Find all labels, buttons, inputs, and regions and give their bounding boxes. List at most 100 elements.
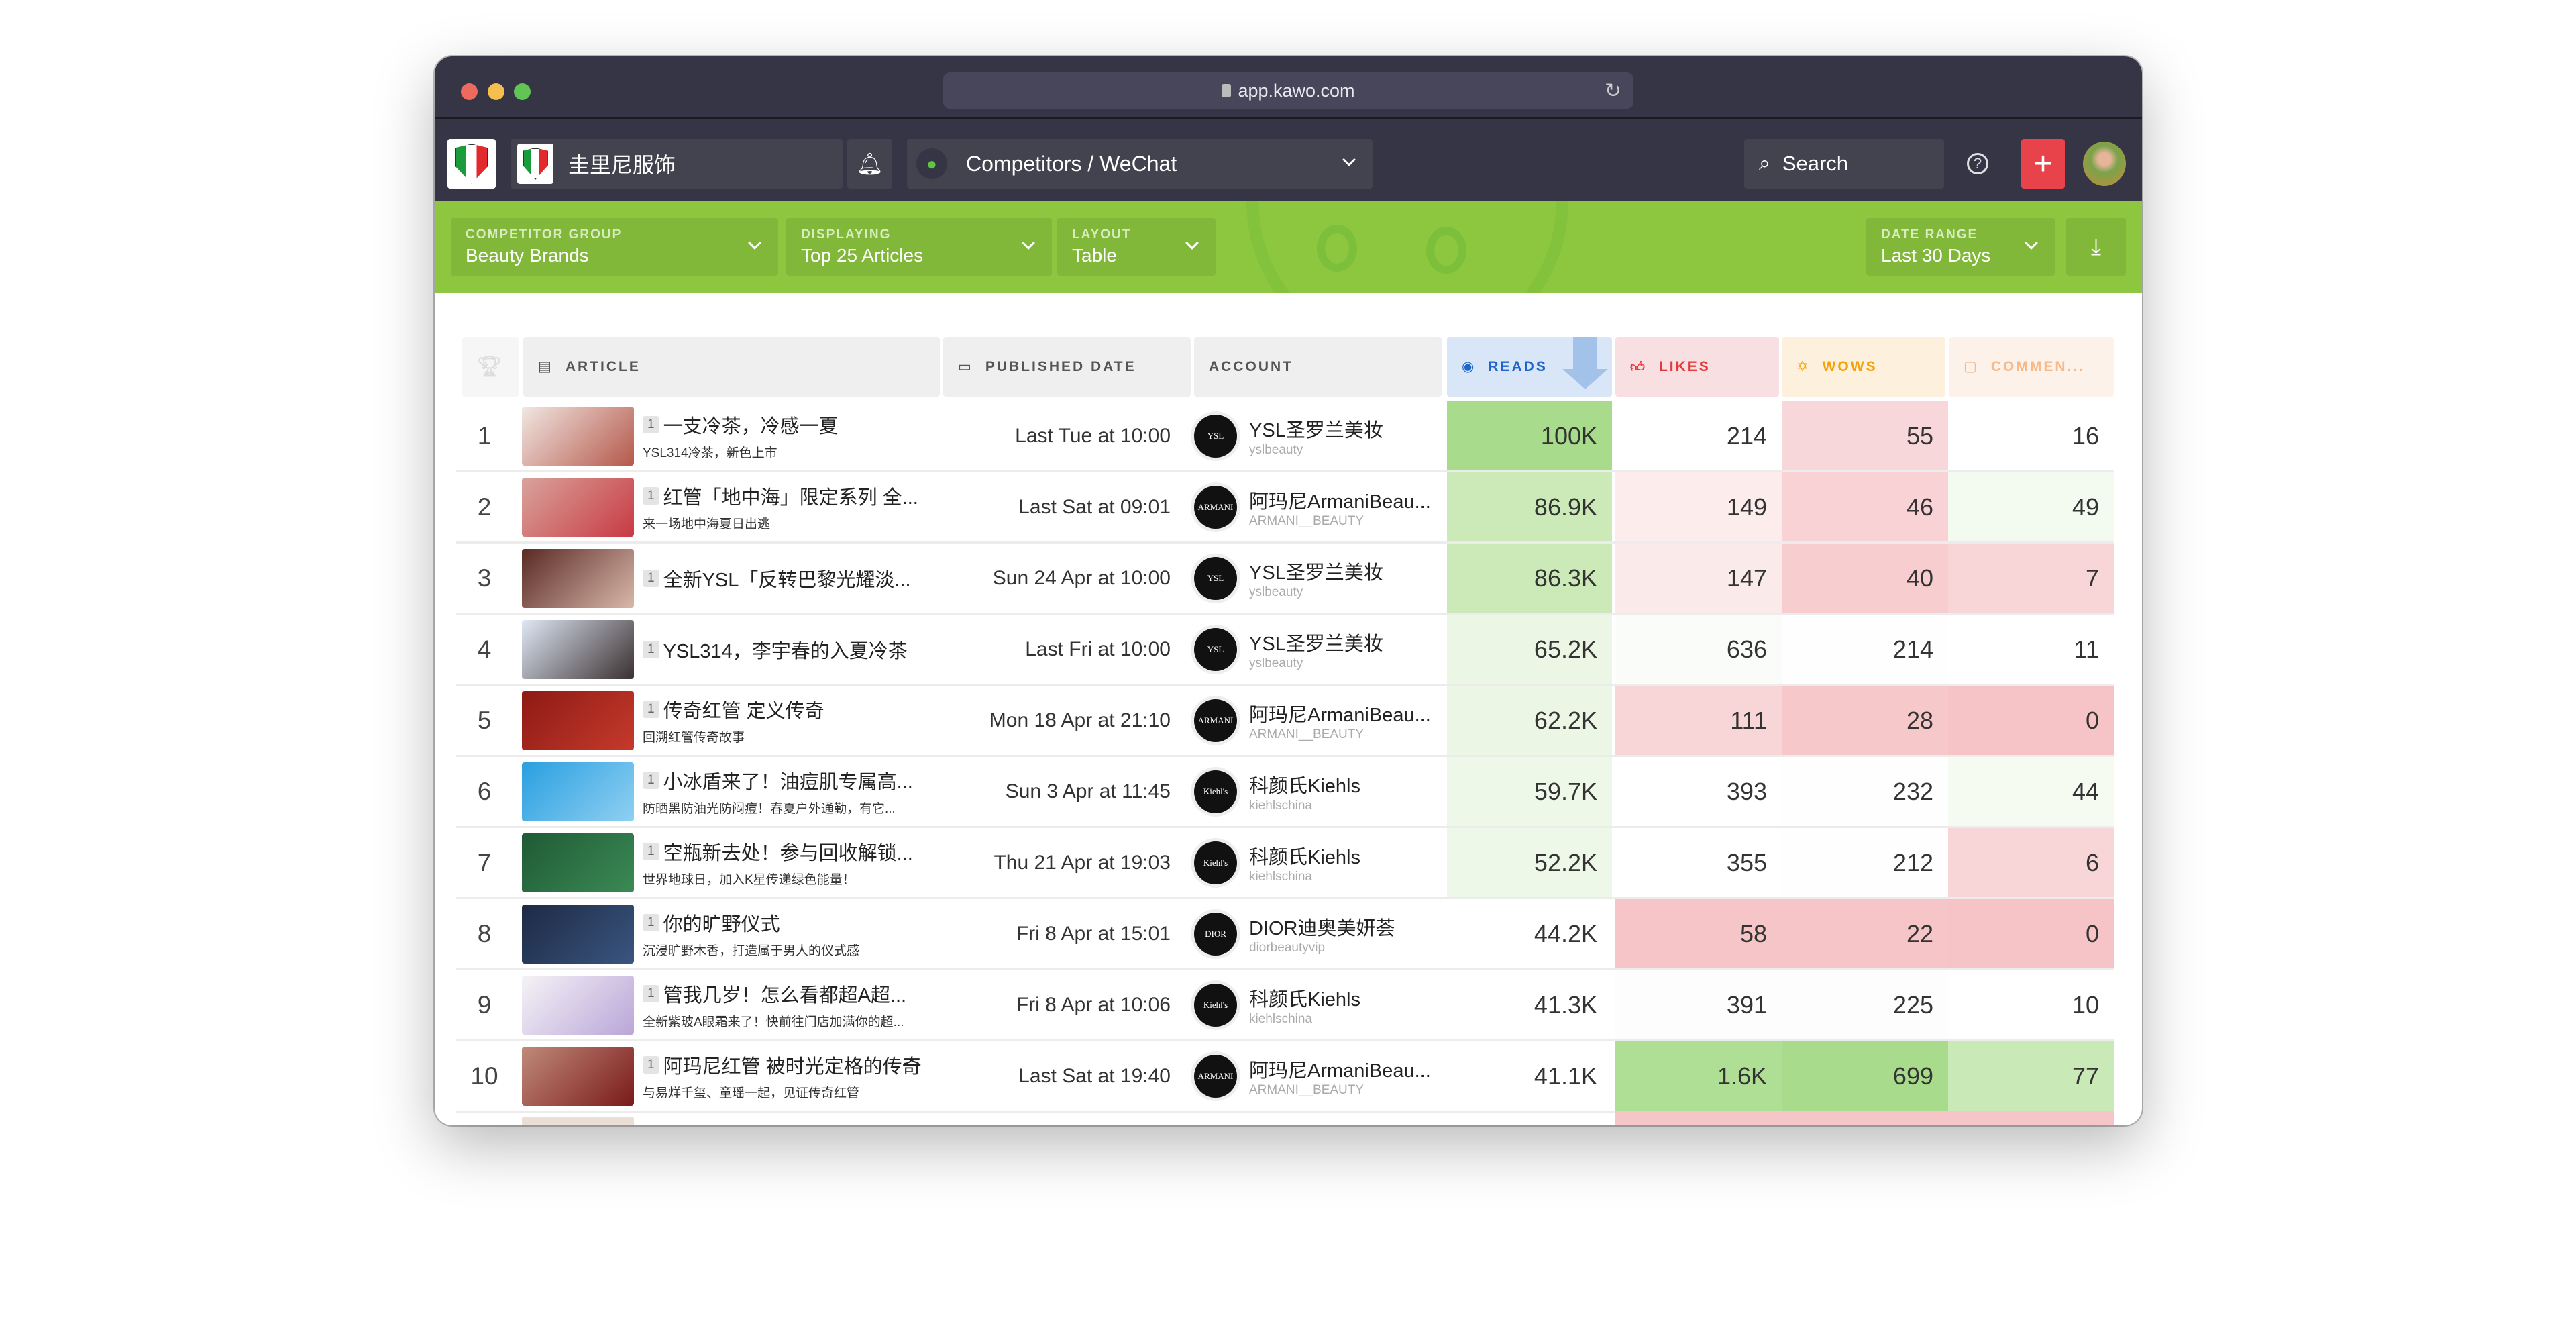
article-cell[interactable]: 1 红管「地中海」限定系列 全... 来一场地中海夏日出逃 [643,472,924,541]
table-row[interactable]: 1 1 一支冷茶，冷感一夏 YSL314冷茶，新色上市 Last Tue at 10:0… [456,401,2114,472]
table-row[interactable]: 7 1 空瓶新去处！参与回收解锁... 世界地球日，加入K星传递绿色能量！ Thu 21… [456,828,2114,899]
column-header-published-date[interactable]: ▭ PUBLISHED DATE [943,337,1191,397]
comments-value: 77 [1948,1041,2114,1111]
table-row[interactable]: 6 1 小冰盾来了！油痘肌专属高... 防晒黑防油光防闷痘！春夏户外通勤，有它... S… [456,757,2114,828]
article-thumbnail[interactable] [522,976,634,1035]
column-header-account[interactable]: ACCOUNT [1194,337,1442,397]
table-row[interactable]: 8 1 你的旷野仪式 沉浸旷野木香，打造属于男人的仪式感 Fri 8 Apr at 15… [456,899,2114,970]
column-header-article[interactable]: ▤ ARTICLE [523,337,940,397]
table-row[interactable]: 5 1 传奇红管 定义传奇 回溯红管传奇故事 Mon 18 Apr at 21:10 AR… [456,686,2114,757]
rank: 1 [477,421,492,450]
article-thumbnail[interactable] [522,762,634,821]
reload-icon[interactable]: ↻ [1604,80,1621,102]
competitor-group-dropdown[interactable]: COMPETITOR GROUP Beauty Brands [451,218,778,276]
column-label: PUBLISHED DATE [985,358,1136,374]
displaying-dropdown[interactable]: DISPLAYING Top 25 Articles [786,218,1052,276]
table-row[interactable]: 10 1 阿玛尼红管 被时光定格的传奇 与易烊千玺、童瑶一起，见证传奇红管 Last S… [456,1041,2114,1113]
article-cell[interactable]: 1 空瓶新去处！参与回收解锁... 世界地球日，加入K星传递绿色能量！ [643,828,924,897]
article-thumbnail[interactable] [522,833,634,892]
article-thumbnail [522,1117,634,1125]
account-cell[interactable]: ARMANI 阿玛尼ArmaniBeau... ARMANI__BEAUTY [1194,1041,1442,1111]
close-window-button[interactable] [461,83,478,100]
article-cell[interactable]: 1 阿玛尼红管 被时光定格的传奇 与易烊千玺、童瑶一起，见证传奇红管 [643,1041,924,1111]
article-cell[interactable]: 1 管我几岁！怎么看都超A超... 全新紫玻A眼霜来了！快前往门店加满你的超... [643,970,924,1039]
filter-bar: COMPETITOR GROUP Beauty Brands DISPLAYIN… [435,201,2142,293]
account-cell[interactable]: Kiehl's 科颜氏Kiehls kiehlschina [1194,970,1442,1039]
reads-value: 62.2K [1447,686,1612,755]
article-cell[interactable]: 1 YSL314，李宇春的入夏冷茶 [643,615,924,684]
account-cell[interactable]: Kiehl's 科颜氏Kiehls kiehlschina [1194,757,1442,826]
app-logo[interactable] [447,139,496,189]
account-logo: Kiehl's [1194,841,1237,884]
help-icon[interactable]: ? [1967,153,1988,174]
article-cell[interactable]: 1 你的旷野仪式 沉浸旷野木香，打造属于男人的仪式感 [643,899,924,968]
article-title: YSL314，李宇春的入夏冷茶 [663,640,908,662]
account-cell[interactable]: YSL YSL圣罗兰美妆 yslbeauty [1194,615,1442,684]
account-name: 科颜氏Kiehls [1249,988,1360,1011]
article-thumbnail[interactable] [522,478,634,537]
position-badge: 1 [643,487,659,505]
address-bar[interactable]: app.kawo.com ↻ [943,72,1633,109]
article-thumbnail[interactable] [522,905,634,964]
table-row[interactable]: 2 1 红管「地中海」限定系列 全... 来一场地中海夏日出逃 Last Sat at … [456,472,2114,544]
published-date: Last Fri at 10:00 [1025,637,1171,660]
account-name: 阿玛尼ArmaniBeau... [1249,491,1431,513]
article-title: 阿玛尼红管 被时光定格的传奇 [663,1056,922,1078]
comments-value: 49 [1948,472,2114,541]
account-handle: yslbeauty [1249,656,1303,670]
account-cell[interactable]: ARMANI 阿玛尼ArmaniBeau... ARMANI__BEAUTY [1194,472,1442,541]
article-cell[interactable]: 1 全新YSL「反转巴黎光耀淡... [643,544,924,613]
brand-switcher[interactable]: 圭里尼服饰 [511,139,843,189]
article-cell[interactable]: 1 一支冷茶，冷感一夏 YSL314冷茶，新色上市 [643,401,924,470]
download-icon[interactable]: ⤓ [2066,218,2126,276]
account-cell[interactable]: YSL YSL圣罗兰美妆 yslbeauty [1194,544,1442,613]
published-date: Fri 8 Apr at 10:06 [1016,993,1171,1016]
account-cell[interactable]: YSL YSL圣罗兰美妆 yslbeauty [1194,401,1442,470]
reads-value: 65.2K [1447,615,1612,684]
article-thumbnail[interactable] [522,1047,634,1106]
user-avatar[interactable] [2083,142,2126,186]
search-button[interactable]: ⌕ Search [1744,139,1944,189]
browser-window: app.kawo.com ↻ 圭里尼服饰 🔔︎ ● Competitors / … [435,56,2142,1125]
article-thumbnail[interactable] [522,407,634,466]
article-thumbnail[interactable] [522,620,634,679]
article-cell[interactable]: 1 传奇红管 定义传奇 回溯红管传奇故事 [643,686,924,755]
account-cell[interactable]: ARMANI 阿玛尼ArmaniBeau... ARMANI__BEAUTY [1194,686,1442,755]
comments-value: 0 [1948,899,2114,968]
minimize-window-button[interactable] [488,83,504,100]
table-row[interactable]: 4 1 YSL314，李宇春的入夏冷茶 Last Fri at 10:00 YSL YSL… [456,615,2114,686]
column-label: ACCOUNT [1209,358,1293,374]
position-badge: 1 [643,1056,659,1074]
maximize-window-button[interactable] [514,83,531,100]
table-row[interactable]: 3 1 全新YSL「反转巴黎光耀淡... Sun 24 Apr at 10:00 YSL… [456,544,2114,615]
table-row[interactable]: 9 1 管我几岁！怎么看都超A超... 全新紫玻A眼霜来了！快前往门店加满你的超...… [456,970,2114,1041]
layout-dropdown[interactable]: LAYOUT Table [1057,218,1216,276]
reads-value: 100K [1447,401,1612,470]
search-icon: ⌕ [1759,152,1770,174]
account-cell[interactable]: DIOR DIOR迪奥美妍荟 diorbeautyvip [1194,899,1442,968]
column-header-reads[interactable]: ◉ READS [1447,337,1612,397]
published-date: Last Sat at 19:40 [1018,1064,1171,1087]
bell-icon[interactable]: 🔔︎ [847,139,892,189]
column-header-wows[interactable]: ✡ WOWS [1782,337,1945,397]
date-range-dropdown[interactable]: DATE RANGE Last 30 Days [1866,218,2055,276]
account-handle: yslbeauty [1249,442,1303,457]
account-name: DIOR迪奥美妍荟 [1249,917,1395,939]
account-cell[interactable]: Kiehl's 科颜氏Kiehls kiehlschina [1194,828,1442,897]
channel-selector[interactable]: ● Competitors / WeChat [907,139,1373,189]
column-header-comments[interactable]: ▢ COMMEN... [1949,337,2114,397]
article-thumbnail[interactable] [522,691,634,750]
column-header-likes[interactable]: 👍︎ LIKES [1615,337,1779,397]
published-date: Sun 24 Apr at 10:00 [992,566,1171,589]
filter-value: Last 30 Days [1881,245,1991,266]
decorative-eye [1317,225,1357,272]
position-badge: 1 [643,772,659,789]
wows-value: 212 [1782,828,1948,897]
article-cell[interactable]: 1 小冰盾来了！油痘肌专属高... 防晒黑防油光防闷痘！春夏户外通勤，有它... [643,757,924,826]
likes-value: 214 [1615,401,1782,470]
decorative-circle [1246,201,1568,293]
add-button[interactable]: + [2021,139,2065,189]
account-logo: ARMANI [1194,485,1237,529]
article-thumbnail[interactable] [522,549,634,608]
brand-logo [517,144,553,184]
